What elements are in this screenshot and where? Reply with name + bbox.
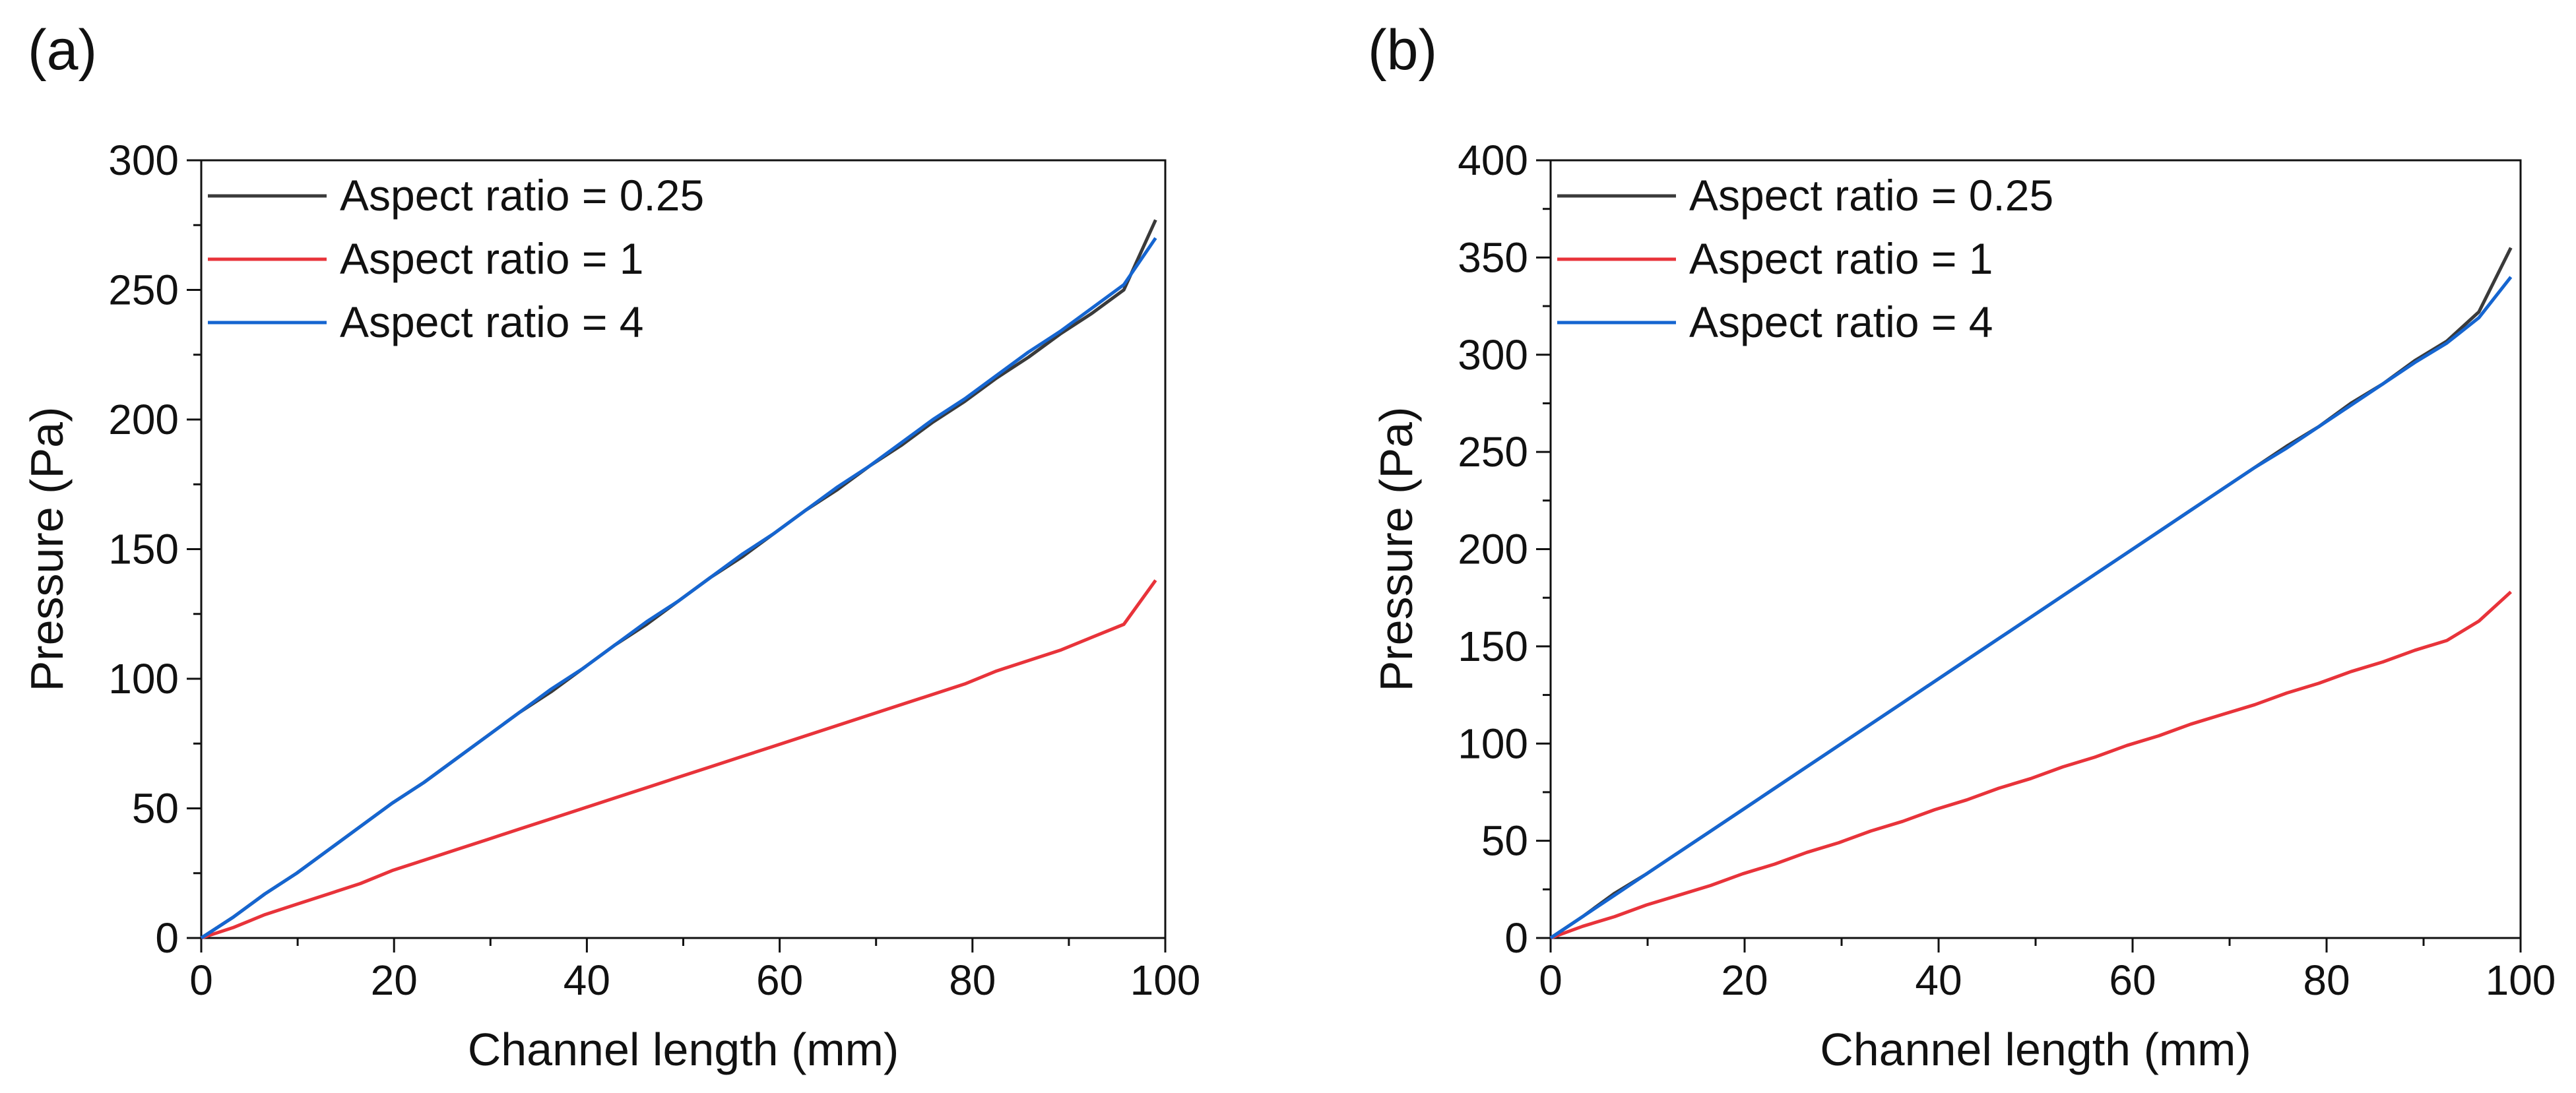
y-tick-label: 250 [108, 266, 179, 314]
panel-label: (a) [28, 18, 97, 82]
x-tick-label: 100 [2486, 956, 2556, 1004]
legend-label: Aspect ratio = 0.25 [340, 171, 704, 220]
x-tick-label: 80 [949, 956, 996, 1004]
legend-label: Aspect ratio = 1 [1689, 234, 1993, 283]
y-tick-label: 150 [108, 526, 179, 573]
x-tick-label: 0 [1539, 956, 1562, 1004]
panel-label: (b) [1368, 18, 1437, 82]
x-tick-label: 20 [1721, 956, 1768, 1004]
x-tick-label: 60 [2109, 956, 2156, 1004]
x-tick-label: 100 [1130, 956, 1201, 1004]
series-line-0 [1549, 247, 2513, 940]
legend-label: Aspect ratio = 4 [340, 297, 643, 346]
y-tick-label: 50 [132, 785, 179, 832]
y-tick-label: 300 [1458, 331, 1528, 379]
series-line-2 [1549, 276, 2513, 940]
chart-panel-a: (a) 0 20 40 60 80 100 0 50 100 150 200 250 300 Channel… [21, 18, 1200, 1075]
series-line-1 [1550, 590, 2512, 940]
series-line-2 [200, 237, 1157, 940]
x-tick-label: 0 [189, 956, 213, 1004]
chart-panel-b: (b) 0 20 40 60 80 100 0 50 100 150 200 250 300 350 400 C… [1368, 18, 2556, 1075]
y-tick-label: 50 [1481, 817, 1528, 865]
y-tick-label: 0 [155, 914, 179, 962]
x-axis-title: Channel length (mm) [1820, 1024, 2251, 1075]
y-tick-label: 200 [1458, 526, 1528, 573]
y-tick-label: 100 [108, 655, 179, 703]
series-line-1 [201, 579, 1157, 940]
x-tick-label: 40 [1915, 956, 1962, 1004]
y-tick-label: 350 [1458, 234, 1528, 281]
x-tick-label: 20 [371, 956, 418, 1004]
x-tick-label: 60 [756, 956, 803, 1004]
legend-label: Aspect ratio = 4 [1689, 297, 1993, 346]
y-tick-label: 300 [108, 137, 179, 184]
legend-label: Aspect ratio = 1 [340, 234, 643, 283]
x-tick-label: 40 [564, 956, 610, 1004]
y-axis-title: Pressure (Pa) [21, 407, 73, 692]
y-axis-title: Pressure (Pa) [1370, 407, 1422, 692]
y-tick-label: 150 [1458, 623, 1528, 670]
y-tick-label: 0 [1504, 914, 1528, 962]
legend-label: Aspect ratio = 0.25 [1689, 171, 2053, 220]
x-axis-title: Channel length (mm) [468, 1024, 899, 1075]
y-tick-label: 100 [1458, 720, 1528, 767]
y-tick-label: 250 [1458, 428, 1528, 476]
y-tick-label: 200 [108, 396, 179, 443]
y-tick-label: 400 [1458, 137, 1528, 184]
x-tick-label: 80 [2303, 956, 2350, 1004]
